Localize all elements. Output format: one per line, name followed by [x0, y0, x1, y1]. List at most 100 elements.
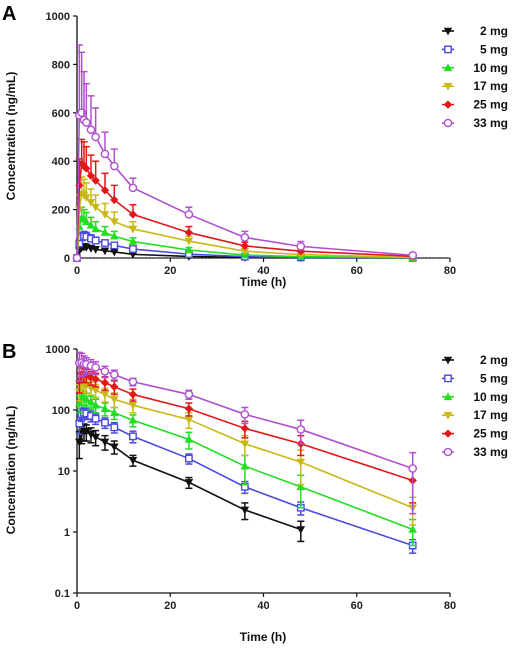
- data-point: [110, 195, 119, 205]
- legend-item-4: 25 mg: [442, 98, 508, 112]
- data-point: [296, 482, 306, 491]
- data-point: [240, 424, 250, 433]
- legend-item-1: 5 mg: [442, 42, 508, 56]
- data-point: [91, 400, 100, 409]
- data-point: [110, 382, 119, 391]
- data-point: [184, 245, 194, 254]
- data-point: [240, 410, 250, 419]
- data-point: [110, 395, 119, 404]
- data-point: [91, 176, 100, 185]
- data-point: [91, 433, 100, 442]
- chart-b: Concentration (ng/mL) Time (h) 0 20 40 60 80…: [4, 344, 508, 644]
- data-point: [129, 432, 137, 441]
- legend-marker: [443, 27, 453, 36]
- data-point: [408, 525, 417, 533]
- legend-label: 17 mg: [473, 79, 508, 93]
- legend-label: 10 mg: [473, 390, 508, 404]
- y-tick-label: 400: [52, 156, 70, 168]
- legend-marker: [443, 100, 453, 109]
- legend-item-3: 17 mg: [442, 408, 508, 422]
- legend-item-2: 10 mg: [442, 390, 508, 404]
- legend-marker: [443, 118, 453, 128]
- legend-item-4: 25 mg: [442, 427, 508, 441]
- legend-marker: [443, 392, 453, 401]
- chart-a: Concentration (ng/mL) Time (h) 0 20 40 60 80…: [4, 11, 508, 289]
- legend-label: 33 mg: [473, 445, 508, 459]
- legend-marker: [443, 411, 453, 420]
- panel-label-b: B: [2, 341, 16, 363]
- legend-item-5: 33 mg: [442, 116, 508, 130]
- legend-marker: [443, 447, 453, 457]
- data-point: [110, 423, 119, 432]
- data-point: [240, 440, 250, 449]
- data-point: [128, 390, 138, 399]
- data-point: [128, 210, 138, 219]
- data-point: [100, 186, 110, 195]
- data-point: [91, 236, 100, 245]
- series-5: [72, 44, 418, 263]
- legend-marker: [444, 374, 452, 383]
- data-point: [100, 367, 110, 376]
- data-point: [100, 391, 110, 399]
- data-point: [100, 247, 110, 256]
- data-point: [100, 211, 110, 219]
- legend-item-1: 5 mg: [442, 371, 508, 385]
- data-point: [86, 171, 96, 180]
- data-point: [100, 228, 110, 236]
- legend-label: 33 mg: [473, 116, 508, 130]
- legend-label: 25 mg: [473, 98, 508, 112]
- data-point: [110, 161, 119, 171]
- data-point: [184, 454, 193, 463]
- x-tick-label: 40: [257, 600, 269, 612]
- data-point: [408, 251, 418, 260]
- x-axis-label-a: Time (h): [240, 275, 286, 289]
- data-point: [296, 458, 306, 467]
- data-point: [240, 241, 250, 251]
- x-tick-label: 80: [444, 600, 456, 612]
- y-tick-label: 1: [64, 527, 70, 539]
- data-point: [82, 217, 91, 225]
- data-point: [184, 479, 194, 487]
- data-point: [296, 425, 306, 434]
- legend-item-5: 33 mg: [442, 445, 508, 459]
- data-point: [86, 199, 96, 207]
- data-point: [91, 414, 100, 423]
- series-0: [75, 423, 306, 543]
- data-point: [110, 370, 119, 379]
- data-point: [184, 210, 194, 219]
- legend-item-0: 2 mg: [442, 353, 508, 367]
- y-tick-label: 600: [52, 108, 70, 120]
- series-4: [72, 138, 417, 263]
- series-5: [75, 351, 418, 515]
- x-tick-label: 40: [257, 265, 269, 277]
- data-point: [184, 228, 194, 237]
- y-axis-label-a: Concentration (ng/mL): [4, 72, 18, 201]
- y-axis-label-b: Concentration (ng/mL): [4, 406, 18, 535]
- data-point: [91, 375, 100, 384]
- x-tick-label: 0: [74, 600, 80, 612]
- x-tick-label: 60: [351, 600, 363, 612]
- legend-marker: [443, 63, 453, 72]
- data-point: [82, 194, 91, 202]
- legend-label: 25 mg: [473, 427, 508, 441]
- data-point: [82, 394, 91, 403]
- data-point: [100, 149, 110, 159]
- data-point: [128, 415, 138, 424]
- data-point: [91, 224, 100, 233]
- data-point: [110, 408, 119, 417]
- data-point: [128, 377, 138, 387]
- data-point: [128, 183, 138, 193]
- data-point: [100, 378, 110, 387]
- data-point: [184, 404, 194, 413]
- data-point: [128, 225, 138, 234]
- legend-label: 5 mg: [480, 42, 508, 56]
- legend-marker: [443, 82, 453, 91]
- legend-label: 5 mg: [480, 371, 508, 385]
- data-point: [82, 164, 91, 173]
- data-point: [110, 443, 119, 452]
- data-point: [296, 242, 306, 251]
- legend-label: 2 mg: [480, 24, 508, 38]
- data-point: [240, 506, 250, 515]
- data-point: [128, 401, 138, 410]
- data-point: [110, 231, 119, 240]
